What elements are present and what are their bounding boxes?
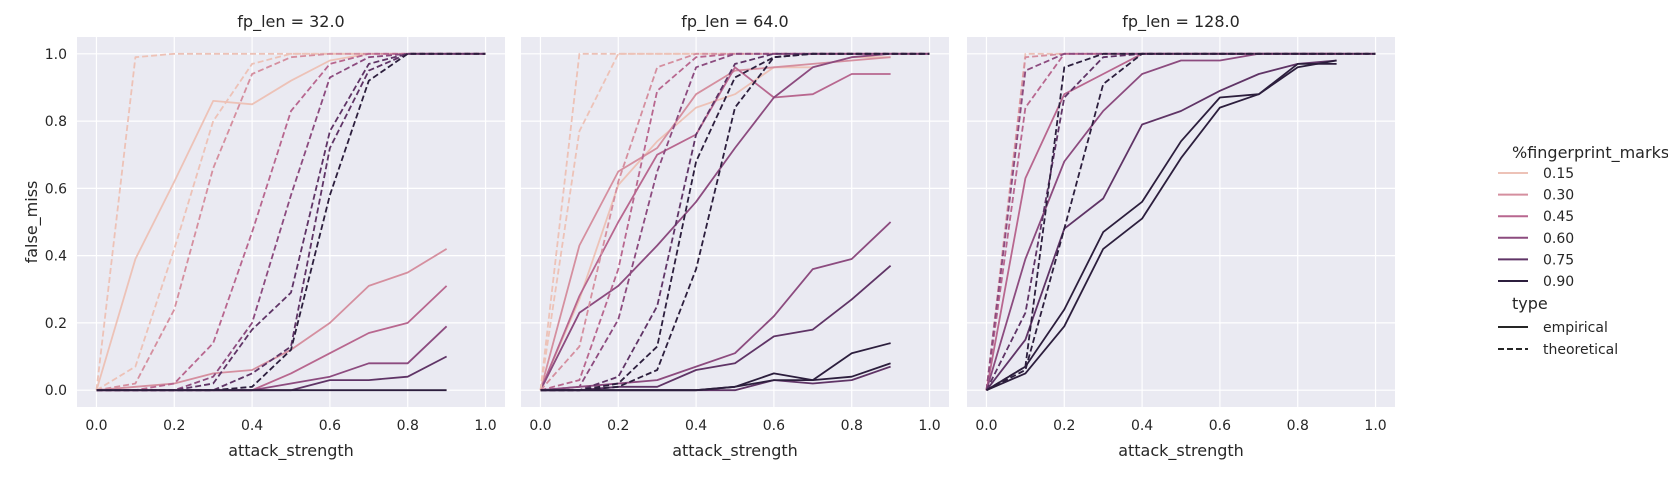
x-tick-label: 0.0	[85, 418, 107, 434]
x-tick-label: 0.4	[241, 418, 263, 434]
series-line-theoretical-0.90	[540, 52, 930, 392]
x-tick-label: 0.2	[607, 418, 629, 434]
series-line-theoretical-0.15	[95, 52, 486, 391]
legend-style-title: type	[1512, 294, 1548, 313]
series-line-empirical-0.60	[539, 52, 891, 391]
x-tick-label: 0.6	[763, 418, 785, 434]
y-tick-label: 0.0	[45, 383, 67, 399]
legend-hue-label: 0.75	[1543, 252, 1574, 268]
chart-legend: %fingerprint_marks 0.15 0.30 0.45 0.60 0.75 0.…	[1498, 143, 1668, 358]
chart-panels: 0.0 0.2 0.4 0.6 0.8 1.0 0.0 0.2 0.4 0.6 0.8 1.0 fals…	[22, 12, 1395, 461]
plot-background	[967, 37, 1395, 407]
panel-1: 0.0 0.2 0.4 0.6 0.8 1.0 0.0 0.2 0.4 0.6 0.8 1.0 fals…	[22, 12, 505, 461]
series-line-theoretical-0.90	[96, 52, 486, 392]
series-line-empirical-0.60	[540, 221, 892, 392]
x-axis-label: attack_strength	[1118, 441, 1244, 461]
y-tick-label: 0.6	[45, 181, 67, 197]
panel-title: fp_len = 128.0	[1122, 12, 1240, 32]
plot-background	[521, 37, 949, 407]
x-tick-label: 0.6	[319, 418, 341, 434]
y-tick-label: 1.0	[45, 47, 67, 63]
y-tick-label: 0.2	[45, 316, 67, 332]
series-line-empirical-0.90	[540, 362, 891, 392]
series-line-empirical-0.15	[95, 52, 369, 391]
series-line-empirical-0.90	[986, 59, 1337, 391]
x-tick-label: 0.8	[397, 418, 419, 434]
panel-3: 0.0 0.2 0.4 0.6 0.8 1.0 attack_strength fp_len …	[967, 12, 1395, 461]
legend-hue-label: 0.45	[1543, 209, 1574, 225]
x-tick-label: 0.0	[975, 418, 997, 434]
x-axis-label: attack_strength	[228, 441, 354, 461]
x-tick-label: 0.4	[685, 418, 707, 434]
x-tick-label: 0.2	[163, 418, 185, 434]
x-tick-label: 0.2	[1053, 418, 1075, 434]
x-tick-label: 0.4	[1131, 418, 1153, 434]
legend-hue-label: 0.60	[1543, 231, 1574, 247]
x-tick-label: 0.0	[529, 418, 551, 434]
legend-hue-label: 0.30	[1543, 188, 1574, 204]
series-line-theoretical-0.90	[540, 52, 930, 392]
legend-hue-label: 0.90	[1543, 274, 1574, 290]
y-tick-label: 0.8	[45, 114, 67, 130]
legend-hue-title: %fingerprint_marks	[1512, 143, 1668, 163]
x-tick-label: 0.8	[841, 418, 863, 434]
series-line-theoretical-0.75	[540, 52, 930, 392]
plot-background	[77, 37, 505, 407]
legend-style-label: empirical	[1543, 320, 1608, 336]
panel-title: fp_len = 64.0	[681, 12, 788, 32]
series-line-empirical-0.75	[985, 59, 1337, 391]
series-line-empirical-0.45	[539, 66, 891, 391]
x-axis-label: attack_strength	[672, 441, 798, 461]
x-tick-label: 0.6	[1209, 418, 1231, 434]
x-tick-label: 0.8	[1287, 418, 1309, 434]
x-tick-label: 1.0	[474, 418, 496, 434]
panel-2: 0.0 0.2 0.4 0.6 0.8 1.0 attack_strength fp_len …	[521, 12, 949, 461]
series-line-theoretical-0.90	[986, 52, 1376, 391]
x-tick-label: 1.0	[1364, 418, 1386, 434]
y-axis-label: false_miss	[22, 181, 42, 264]
series-line-empirical-0.90	[986, 63, 1337, 392]
y-tick-label: 0.4	[45, 249, 67, 265]
legend-hue-label: 0.15	[1543, 166, 1574, 182]
x-tick-label: 1.0	[918, 418, 940, 434]
legend-style-label: theoretical	[1543, 342, 1618, 358]
panel-title: fp_len = 32.0	[237, 12, 344, 32]
